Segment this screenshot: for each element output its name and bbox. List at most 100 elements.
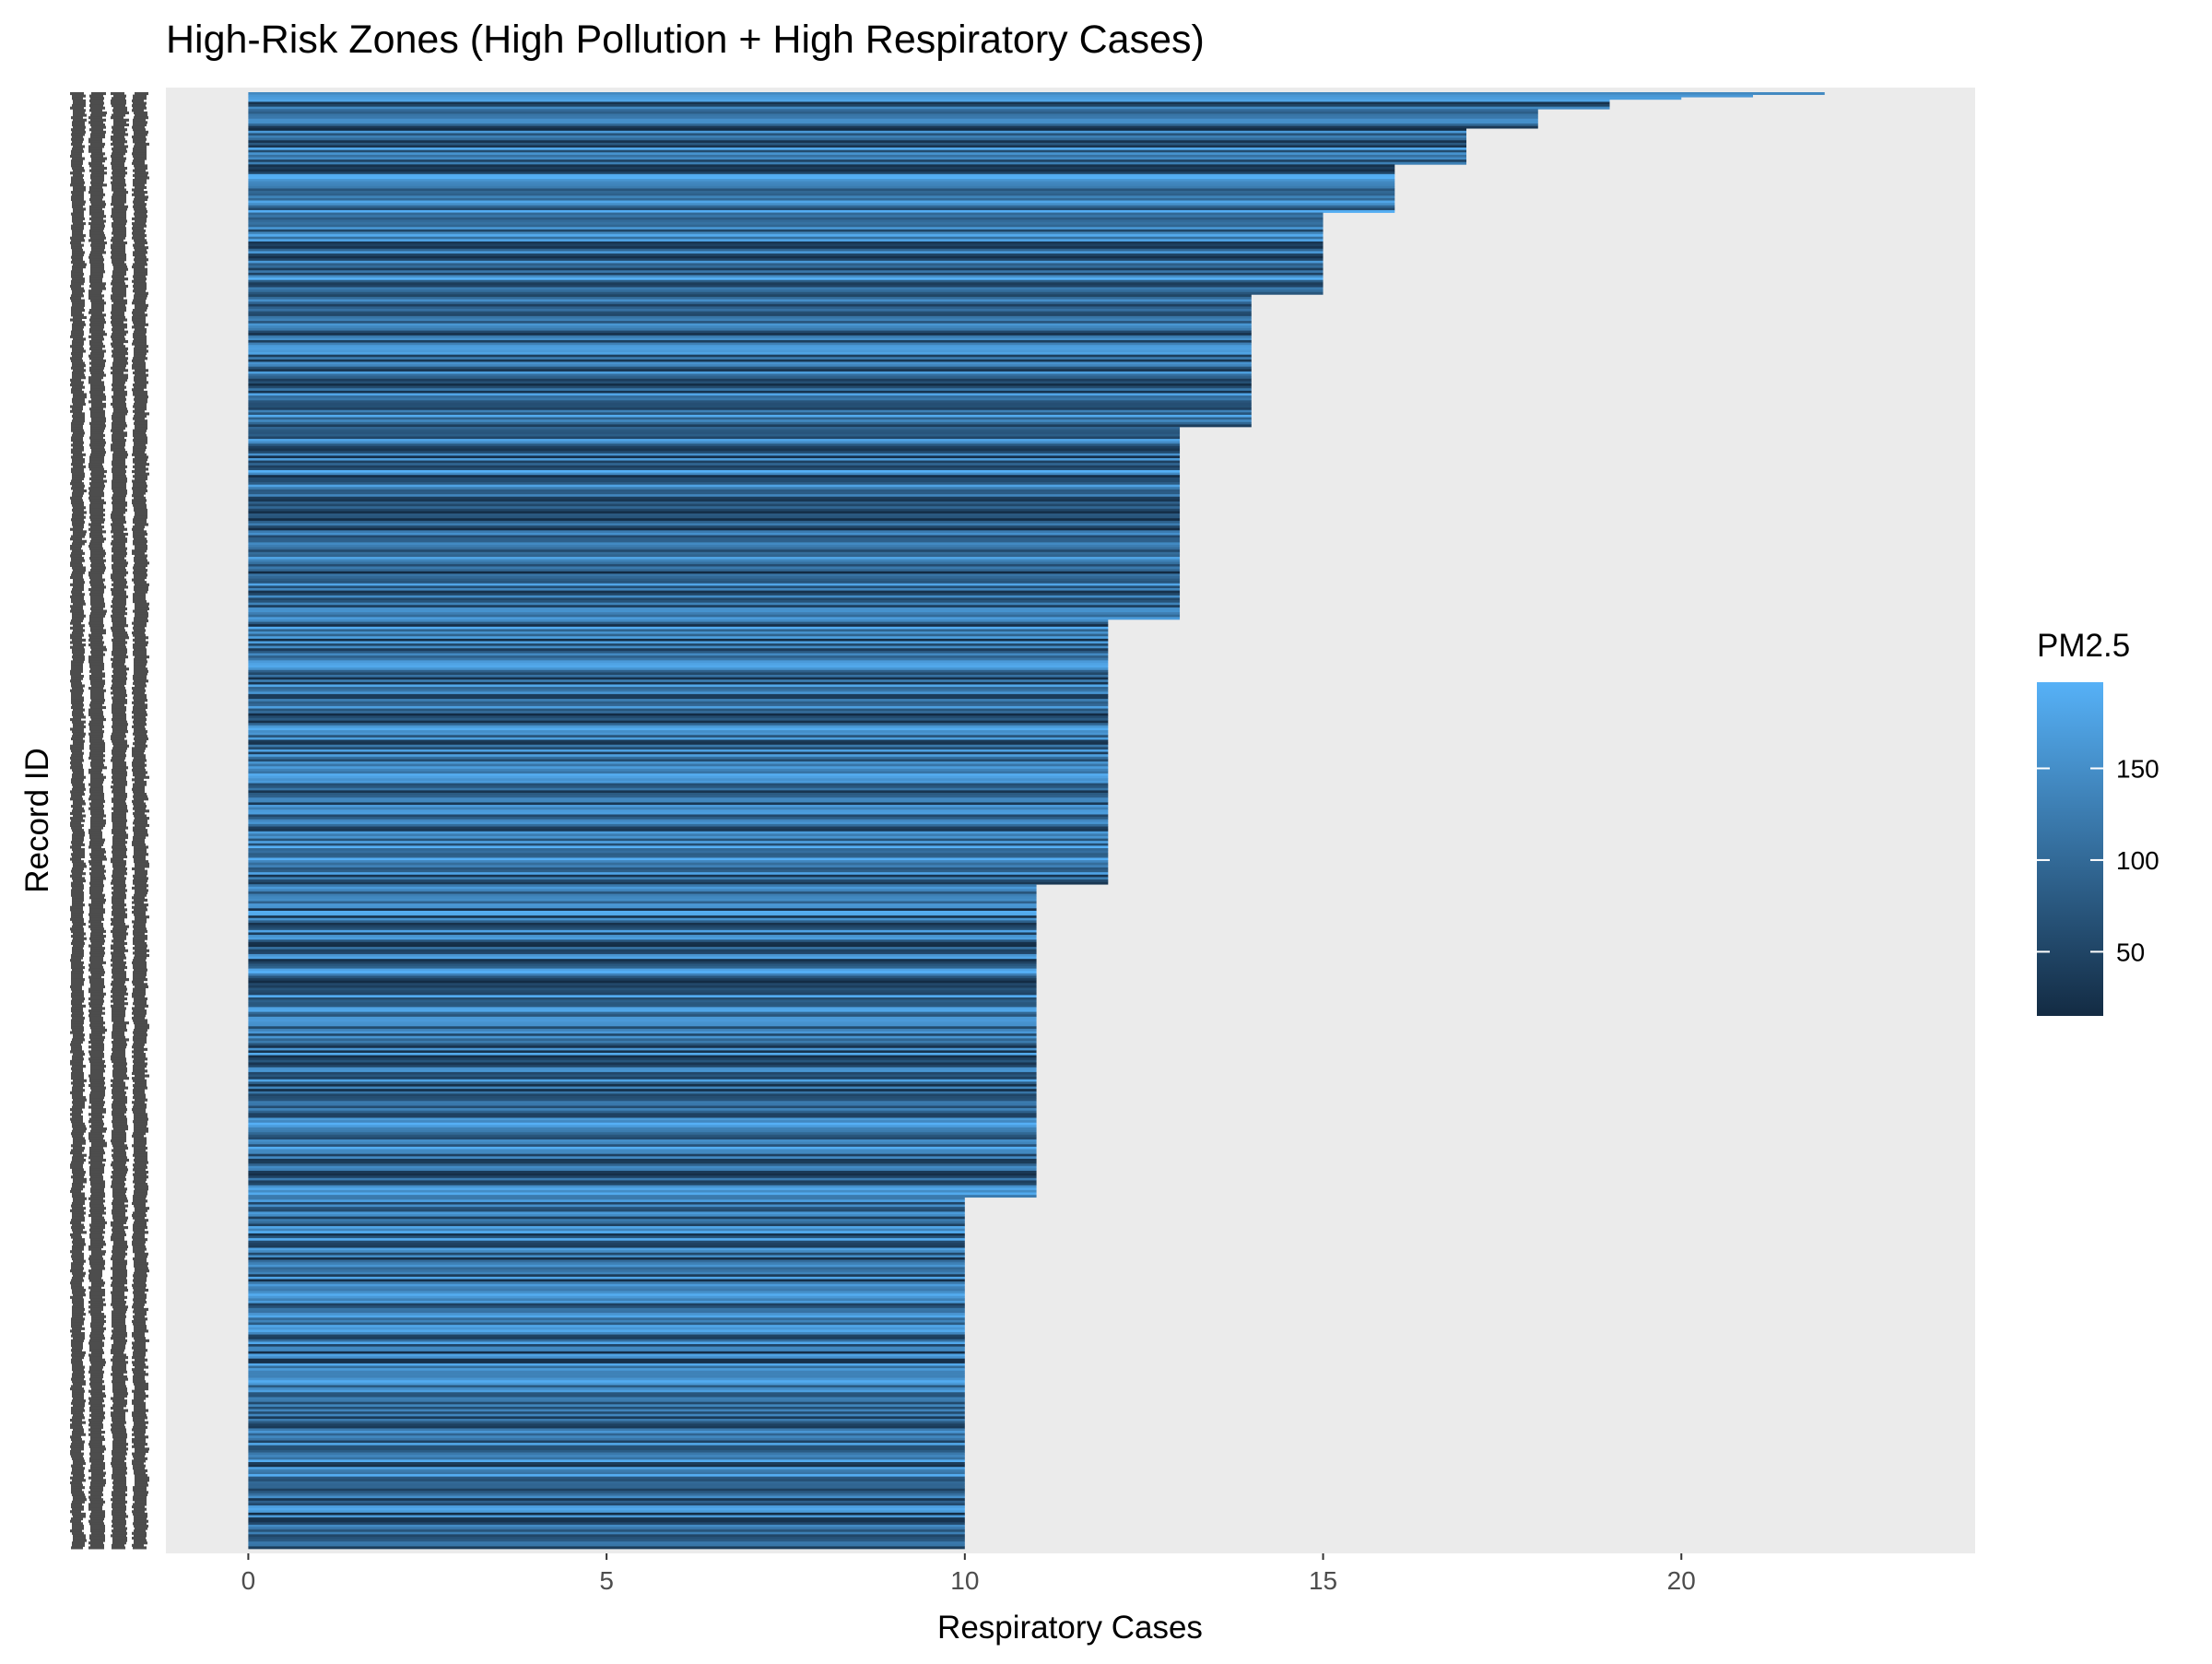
y-tick-label bbox=[112, 479, 127, 483]
y-tick-label bbox=[133, 795, 147, 798]
y-tick-label bbox=[112, 1028, 127, 1033]
y-tick-label bbox=[88, 643, 103, 647]
y-tick-label bbox=[88, 1257, 103, 1261]
bar bbox=[248, 1510, 965, 1514]
y-tick-label bbox=[132, 136, 146, 139]
y-tick-label bbox=[71, 597, 84, 601]
bar bbox=[248, 838, 1109, 842]
y-tick-label bbox=[88, 1197, 103, 1200]
y-tick-label bbox=[112, 621, 126, 625]
y-tick-label bbox=[72, 787, 86, 791]
y-tick-label bbox=[90, 1158, 106, 1162]
y-tick-label bbox=[89, 164, 104, 168]
y-tick-label bbox=[91, 313, 106, 317]
bar bbox=[248, 1413, 965, 1417]
y-tick-label bbox=[72, 342, 84, 346]
bar bbox=[248, 1375, 965, 1378]
y-tick-label bbox=[90, 352, 104, 356]
y-tick-label bbox=[135, 605, 148, 608]
y-tick-label bbox=[133, 742, 146, 746]
bar bbox=[248, 869, 1109, 873]
y-tick-label bbox=[90, 1529, 105, 1533]
bar bbox=[248, 1211, 965, 1215]
y-tick-label bbox=[70, 1151, 82, 1155]
y-tick-label bbox=[91, 1007, 105, 1010]
y-tick-label bbox=[72, 136, 83, 139]
y-tick-label bbox=[112, 313, 124, 317]
y-tick-label bbox=[91, 766, 107, 770]
y-tick-label bbox=[135, 1219, 148, 1222]
y-tick-label bbox=[72, 1351, 86, 1354]
bar bbox=[248, 390, 1252, 394]
y-tick-label bbox=[73, 321, 85, 325]
bar bbox=[248, 569, 1181, 572]
y-tick-label bbox=[90, 1464, 105, 1468]
y-tick-label bbox=[112, 1286, 127, 1290]
bar bbox=[248, 1524, 965, 1528]
y-tick-label bbox=[112, 185, 124, 189]
y-tick-label bbox=[88, 1341, 104, 1345]
y-tick-label bbox=[91, 609, 107, 613]
y-tick-label bbox=[112, 997, 127, 1001]
y-tick-label bbox=[90, 325, 104, 329]
y-tick-label bbox=[111, 1221, 126, 1224]
y-tick-label bbox=[133, 1503, 147, 1506]
y-tick-label bbox=[88, 1397, 103, 1400]
bar bbox=[248, 1507, 965, 1511]
bar bbox=[248, 1493, 965, 1496]
y-tick-label bbox=[91, 1416, 105, 1420]
y-tick-label bbox=[71, 684, 85, 688]
y-tick-label bbox=[90, 763, 104, 767]
y-tick-label bbox=[72, 925, 83, 928]
y-tick-label bbox=[71, 1045, 82, 1049]
bar bbox=[248, 1476, 965, 1480]
y-tick-label bbox=[90, 792, 104, 797]
y-tick-label bbox=[112, 1531, 127, 1535]
y-tick-label bbox=[111, 137, 125, 141]
y-tick-label bbox=[73, 1035, 84, 1039]
y-tick-label bbox=[73, 1370, 85, 1374]
bar bbox=[248, 532, 1181, 536]
bar bbox=[248, 1069, 1037, 1073]
bar bbox=[248, 997, 1037, 1000]
y-tick-label bbox=[133, 951, 147, 955]
y-tick-label bbox=[88, 913, 103, 916]
y-tick-label bbox=[70, 621, 81, 625]
y-tick-label bbox=[112, 1317, 125, 1321]
bar bbox=[248, 850, 1109, 854]
y-tick-label bbox=[90, 113, 106, 117]
y-tick-label bbox=[71, 1488, 82, 1492]
bar bbox=[248, 457, 1181, 461]
y-tick-label bbox=[71, 999, 84, 1003]
y-tick-label bbox=[73, 263, 87, 266]
y-tick-label bbox=[88, 1045, 104, 1049]
y-tick-label bbox=[70, 1233, 81, 1236]
y-tick-label bbox=[91, 405, 106, 408]
y-tick-label bbox=[134, 699, 147, 702]
y-tick-label bbox=[134, 669, 148, 673]
y-tick-label bbox=[134, 1040, 147, 1044]
y-tick-label bbox=[73, 1173, 85, 1176]
y-tick-label bbox=[135, 544, 147, 549]
y-tick-label bbox=[134, 1517, 147, 1521]
y-tick-label bbox=[112, 597, 126, 601]
y-tick-label bbox=[112, 1274, 127, 1278]
y-tick-label bbox=[72, 1016, 85, 1020]
y-tick-label bbox=[133, 802, 146, 806]
y-tick-label bbox=[72, 655, 85, 659]
bar bbox=[248, 453, 1181, 456]
y-tick-label bbox=[90, 730, 104, 734]
bar bbox=[248, 241, 1324, 244]
y-tick-label bbox=[71, 1161, 84, 1164]
y-tick-label bbox=[132, 152, 147, 156]
y-tick-label bbox=[132, 687, 145, 690]
bar bbox=[248, 908, 1037, 912]
y-tick-label bbox=[133, 253, 146, 257]
bar bbox=[248, 400, 1252, 404]
bar bbox=[248, 166, 1395, 170]
y-tick-label bbox=[111, 315, 125, 319]
y-tick-label bbox=[112, 1389, 127, 1393]
y-tick-label bbox=[88, 975, 101, 979]
y-tick-label bbox=[135, 511, 147, 514]
bar bbox=[248, 1404, 965, 1408]
